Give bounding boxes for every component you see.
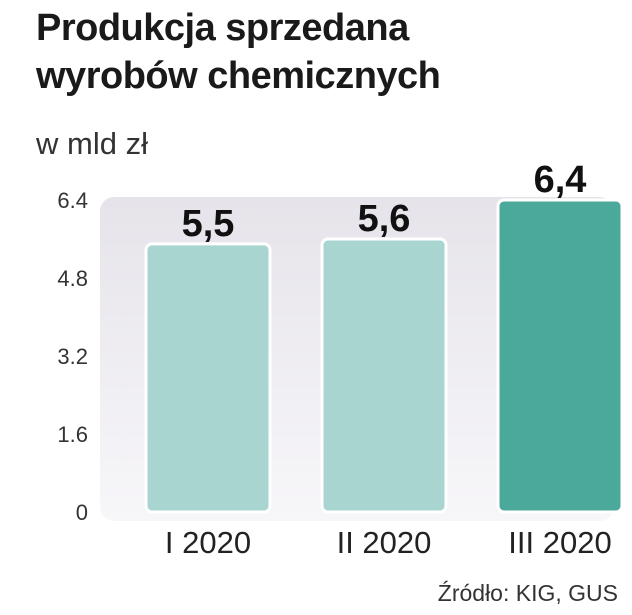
chart-title: Produkcja sprzedana wyrobów chemicznych <box>36 4 441 100</box>
data-label: 6,4 <box>534 159 587 201</box>
chart-title-line-2: wyrobów chemicznych <box>36 55 441 97</box>
x-tick-label: III 2020 <box>508 525 611 560</box>
x-tick-label: I 2020 <box>165 525 251 560</box>
source-note: Źródło: KIG, GUS <box>437 580 618 606</box>
y-tick-label: 3.2 <box>57 344 88 369</box>
data-label: 5,6 <box>358 198 411 240</box>
data-label: 5,5 <box>182 203 235 245</box>
chart-subtitle: w mld zł <box>36 126 148 161</box>
bar <box>496 198 624 514</box>
chart-title-line-1: Produkcja sprzedana <box>36 7 409 49</box>
y-tick-label: 4.8 <box>57 266 88 291</box>
bar <box>320 237 448 514</box>
x-axis-ticks: I 2020 II 2020 III 2020 <box>165 525 612 560</box>
y-axis-ticks: 0 1.6 3.2 4.8 6.4 <box>57 188 88 525</box>
bars <box>144 198 624 514</box>
x-tick-label: II 2020 <box>337 525 432 560</box>
y-tick-label: 0 <box>76 500 88 525</box>
y-tick-label: 1.6 <box>57 422 88 447</box>
y-tick-label: 6.4 <box>57 188 88 213</box>
bar <box>144 242 272 514</box>
data-labels: 5,5 5,6 6,4 <box>182 159 587 245</box>
